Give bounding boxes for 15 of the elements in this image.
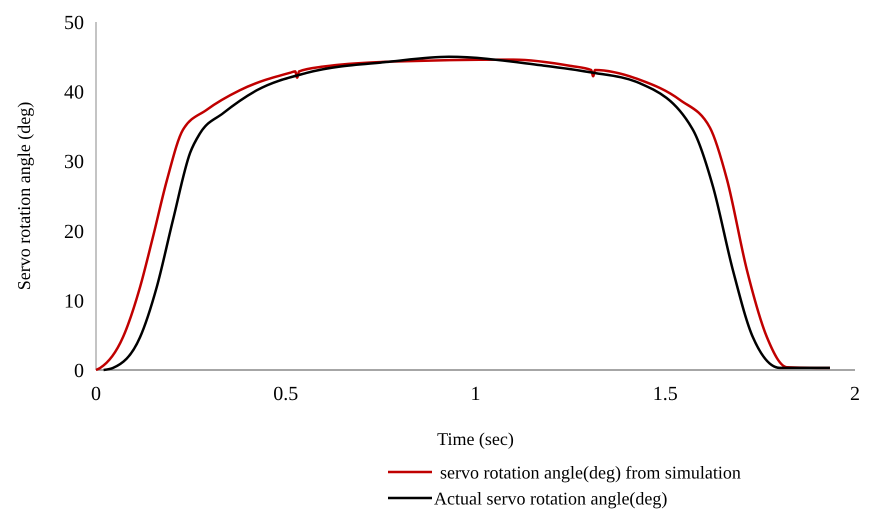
x-tick-label: 1.5 [652,383,678,405]
legend-label: servo rotation angle(deg) from simulation [440,462,741,482]
x-tick-label: 1 [470,383,480,405]
x-axis-title: Time (sec) [437,429,514,449]
x-tick-label: 0.5 [273,383,298,405]
y-tick-label: 0 [74,360,84,382]
x-tick-label: 0 [91,383,101,405]
y-tick-label: 10 [64,290,84,312]
y-tick-label: 20 [64,220,84,243]
y-tick-label: 40 [64,82,84,104]
y-tick-label: 30 [64,151,84,174]
x-tick-label: 2 [850,383,860,405]
y-axis-title: Servo rotation angle (deg) [14,102,34,290]
y-tick-label: 50 [64,12,84,34]
legend-label: Actual servo rotation angle(deg) [434,488,668,508]
